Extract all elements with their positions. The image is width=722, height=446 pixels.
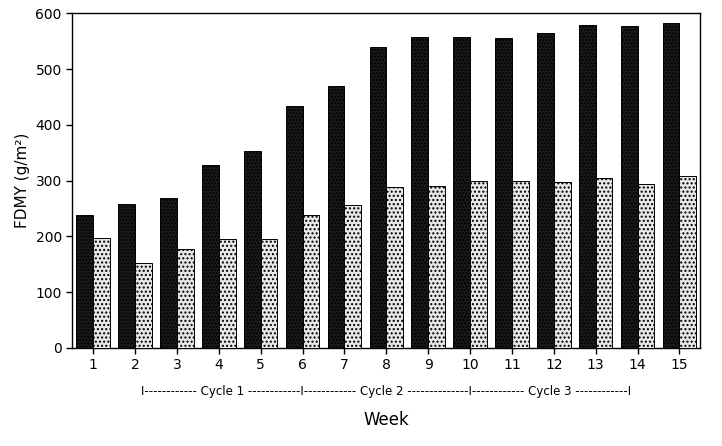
Bar — [638, 184, 654, 348]
Bar — [537, 33, 554, 348]
Bar — [512, 181, 529, 348]
Bar — [386, 187, 403, 348]
Bar — [344, 205, 361, 348]
Bar — [160, 198, 177, 348]
Text: I------------ Cycle 1 ------------I------------ Cycle 2 --------------I---------: I------------ Cycle 1 ------------I-----… — [142, 384, 631, 398]
Bar — [177, 249, 193, 348]
Bar — [286, 107, 303, 348]
Bar — [495, 38, 512, 348]
Bar — [93, 238, 110, 348]
Bar — [202, 165, 219, 348]
Bar — [470, 181, 487, 348]
Bar — [554, 182, 570, 348]
Bar — [621, 26, 638, 348]
Bar — [412, 37, 428, 348]
Bar — [679, 176, 696, 348]
Bar — [219, 239, 235, 348]
Bar — [261, 239, 277, 348]
Text: Week: Week — [363, 411, 409, 429]
Bar — [135, 263, 152, 348]
Bar — [579, 25, 596, 348]
Y-axis label: FDMY (g/m²): FDMY (g/m²) — [15, 133, 30, 228]
Bar — [244, 151, 261, 348]
Bar — [663, 24, 679, 348]
Bar — [303, 215, 319, 348]
Bar — [428, 186, 445, 348]
Bar — [370, 47, 386, 348]
Bar — [328, 86, 344, 348]
Bar — [118, 204, 135, 348]
Bar — [77, 215, 93, 348]
Bar — [453, 37, 470, 348]
Bar — [596, 178, 612, 348]
